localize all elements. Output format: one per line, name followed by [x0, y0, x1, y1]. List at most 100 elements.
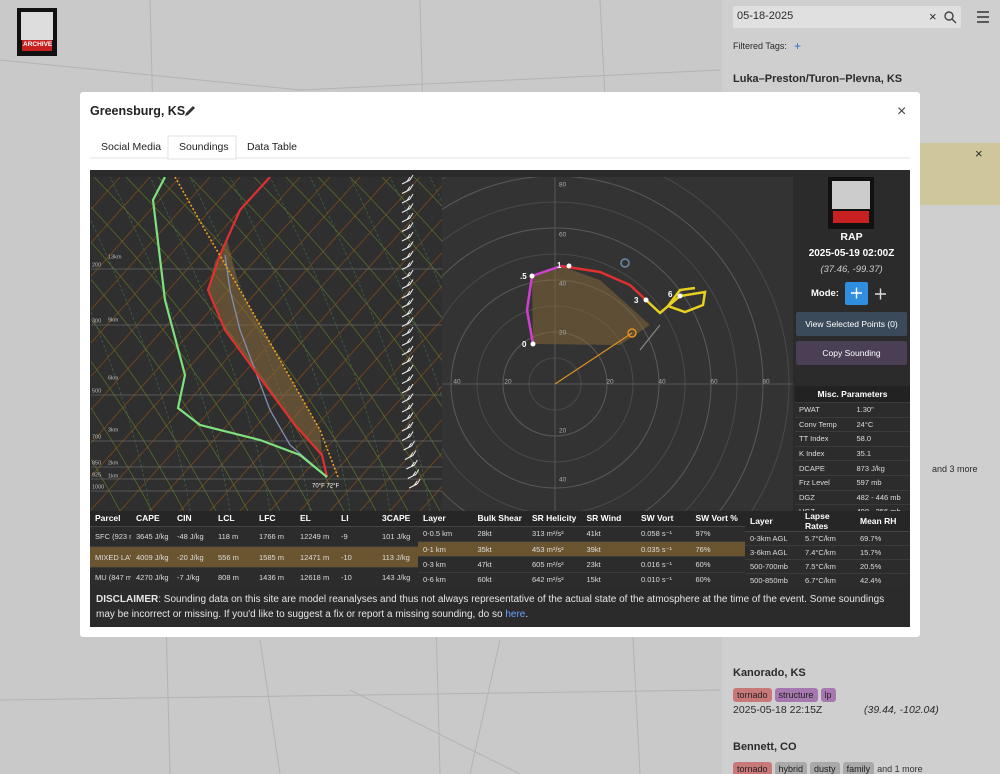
misc-row: PWAT 1.30" [795, 402, 910, 418]
tag[interactable]: tornado [733, 688, 772, 702]
tab[interactable]: Data Table [247, 141, 298, 153]
tag[interactable]: tornado [733, 762, 772, 774]
tag[interactable]: structure [774, 688, 818, 702]
wind-barb [401, 212, 414, 223]
column-header: CAPE [131, 511, 172, 527]
pressure-label: 500 [92, 388, 101, 394]
dewpoint-line [151, 177, 328, 478]
wind-barb [401, 345, 414, 356]
column-header: Bulk Shear [472, 511, 527, 527]
table-row: 0-1 km 35kt 453 m²/s² 39kt 0.035 s⁻¹ 76% [418, 540, 745, 557]
wind-barb [401, 222, 414, 232]
table-cell: SFC (923 mb) [90, 525, 131, 547]
misc-name: K Index [795, 445, 853, 461]
misc-name: DGZ [795, 489, 853, 505]
column-header: LFC [254, 511, 295, 527]
disclaimer-text: : Sounding data on this site are model r… [96, 594, 885, 620]
wind-barb [401, 393, 414, 403]
table-cell: 143 J/kg [377, 566, 418, 587]
notice-close[interactable]: × [975, 146, 983, 161]
dry-adiabat [349, 177, 442, 279]
pressure-label: 850 [92, 460, 101, 466]
wind-barb [401, 326, 414, 337]
wind-barb [401, 383, 414, 394]
table-cell: 0-0.5 km [418, 525, 473, 542]
disclaimer-link[interactable]: here [505, 609, 526, 620]
table-cell: 3645 J/kg [131, 525, 172, 547]
table-cell: 41kt [581, 525, 636, 542]
mode-move-button[interactable] [875, 288, 886, 300]
tab[interactable]: Social Media [101, 141, 162, 153]
tag[interactable]: hybrid [774, 762, 808, 774]
table-cell: 0-3km AGL [745, 530, 800, 546]
dry-adiabat [91, 318, 217, 511]
hodo-x-label: 40 [658, 379, 666, 386]
tag[interactable]: dusty [810, 762, 840, 774]
tag[interactable]: family [842, 762, 875, 774]
wind-barb [401, 402, 414, 413]
table-header: Parcel CAPE CIN LCL LFC EL LI 3CAPE [90, 511, 418, 527]
search-box[interactable] [733, 6, 961, 28]
column-header: CIN [172, 511, 213, 527]
moist-adiabat [91, 219, 191, 511]
height-label: 2km [108, 460, 119, 466]
search-icon[interactable] [944, 11, 954, 21]
copy-sounding-button[interactable]: Copy Sounding [796, 341, 907, 365]
table-cell: 28kt [472, 525, 527, 542]
wind-barb [401, 231, 414, 242]
column-header: SR Wind [581, 511, 636, 527]
hodo-height-label: 1 [557, 261, 562, 270]
hodo-x-label: 20 [606, 379, 614, 386]
moist-adiabat [149, 177, 271, 511]
search-value[interactable]: 05-18-2025 [737, 10, 794, 22]
edit-icon[interactable] [185, 106, 195, 116]
shear-line [639, 324, 661, 351]
misc-value: 24°C [852, 416, 910, 432]
column-header: LI [336, 511, 377, 527]
table-cell: 4270 J/kg [131, 566, 172, 587]
pressure-label: 1000 [92, 484, 104, 490]
hodo-x-label: 40 [453, 379, 461, 386]
hodo-point [529, 273, 535, 279]
isotherm [179, 218, 442, 511]
table-cell: 453 m²/s² [527, 540, 582, 557]
column-header: 3CAPE [377, 511, 418, 527]
isotherm [0, 177, 60, 511]
wind-barb [401, 203, 414, 213]
wind-barb [401, 374, 414, 384]
isotherm [91, 177, 151, 244]
table-cell: 1436 m [254, 566, 295, 587]
tag[interactable]: lp [820, 688, 836, 702]
add-tag[interactable]: + [794, 39, 802, 53]
misc-value: 1.30" [852, 402, 910, 418]
event-name[interactable]: Bennett, CO [733, 741, 797, 753]
event-name[interactable]: Kanorado, KS [733, 667, 806, 679]
table-cell: 0.058 s⁻¹ [636, 525, 691, 542]
search-clear[interactable]: × [929, 9, 937, 24]
moist-adiabat [189, 177, 311, 511]
left-mover-marker [620, 258, 630, 268]
height-label: 9km [108, 317, 119, 323]
misc-row: DCAPE 873 J/kg [795, 460, 910, 476]
storm-motion-line [554, 332, 633, 385]
disclaimer-end: . [525, 609, 529, 620]
wind-barb [401, 269, 414, 280]
isotherm [0, 177, 30, 511]
logo-image [21, 12, 53, 40]
wind-barbs [401, 174, 421, 489]
table-cell: 113 J/kg [377, 546, 418, 568]
modal-close[interactable]: × [897, 103, 907, 120]
view-selected-button[interactable]: View Selected Points (0) [796, 312, 907, 336]
hodograph-area [532, 266, 650, 345]
hodo-y-label: 60 [559, 232, 567, 239]
table-row: 0-3 km 47kt 605 m²/s² 23kt 0.016 s⁻¹ 60% [418, 556, 745, 573]
menu-button[interactable] [977, 11, 989, 23]
event-name[interactable]: Luka–Preston/Turon–Plevna, KS [733, 73, 903, 85]
height-label: 1km [108, 473, 119, 479]
tab-active[interactable]: Soundings [179, 141, 229, 153]
column-header: Parcel [90, 511, 131, 527]
misc-row: Conv Temp 24°C [795, 416, 910, 432]
misc-value: 597 mb [852, 474, 910, 491]
